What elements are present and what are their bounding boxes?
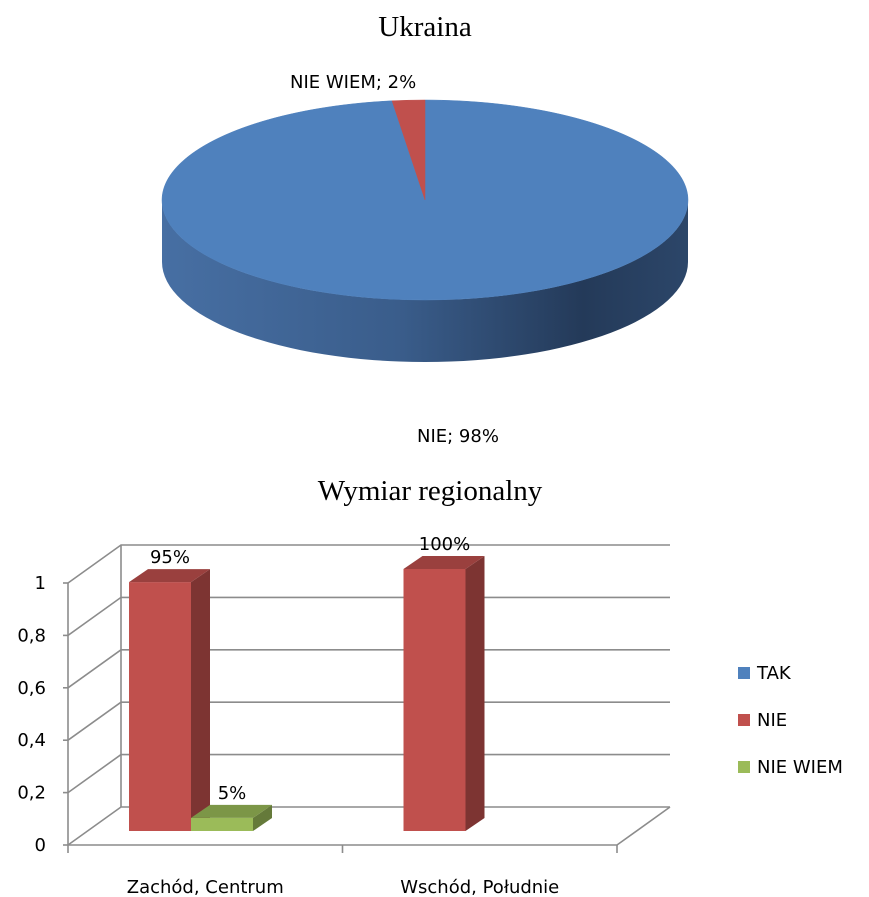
bar-side-nie [465,556,485,831]
data-label: 5% [218,783,247,804]
pie-label-nie-wiem: NIE WIEM; 2% [290,72,416,93]
y-tick-label: 1 [35,573,46,594]
bar-nie-wiem [191,817,253,831]
x-tick-label: Zachód, Centrum [127,877,284,897]
pie-chart [161,99,689,362]
x-axis: Zachód, Centrum Wschód, Południe [67,845,618,897]
pie-side-wall [162,200,688,362]
y-tick-label: 0,8 [17,625,46,646]
y-tick-label: 0,4 [17,730,46,751]
y-tick-label: 0,6 [17,678,46,699]
pie-slice-nie-wiem [391,99,426,201]
data-label: 100% [419,534,470,555]
pie-label-nie: NIE; 98% [417,426,499,447]
bar-side-nie-wiem [253,804,272,831]
x-tick-label: Wschód, Południe [400,877,559,897]
bar-nie [403,569,466,831]
legend-swatch-nie [738,714,750,726]
data-label: 95% [150,547,190,568]
legend-label: TAK [756,663,792,684]
y-axis: 0 0,2 0,4 0,6 0,8 1 [17,573,68,856]
legend: TAK NIE NIE WIEM [738,663,843,778]
bar-nie [129,582,191,831]
y-tick-label: 0 [35,835,46,856]
pie-title: Ukraina [378,11,472,43]
bar-top-nie [129,569,210,583]
legend-swatch-tak [738,667,750,679]
bar-top-nie [403,556,485,569]
bar-title: Wymiar regionalny [318,475,543,507]
y-tick-label: 0,2 [17,783,46,804]
bar-marks: 95% 5% 100% [129,534,485,831]
legend-swatch-nie-wiem [738,761,750,773]
bar-side-nie [191,569,210,831]
legend-label: NIE [757,710,787,731]
legend-label: NIE WIEM [757,757,843,778]
bar-top-nie-wiem [191,804,272,818]
